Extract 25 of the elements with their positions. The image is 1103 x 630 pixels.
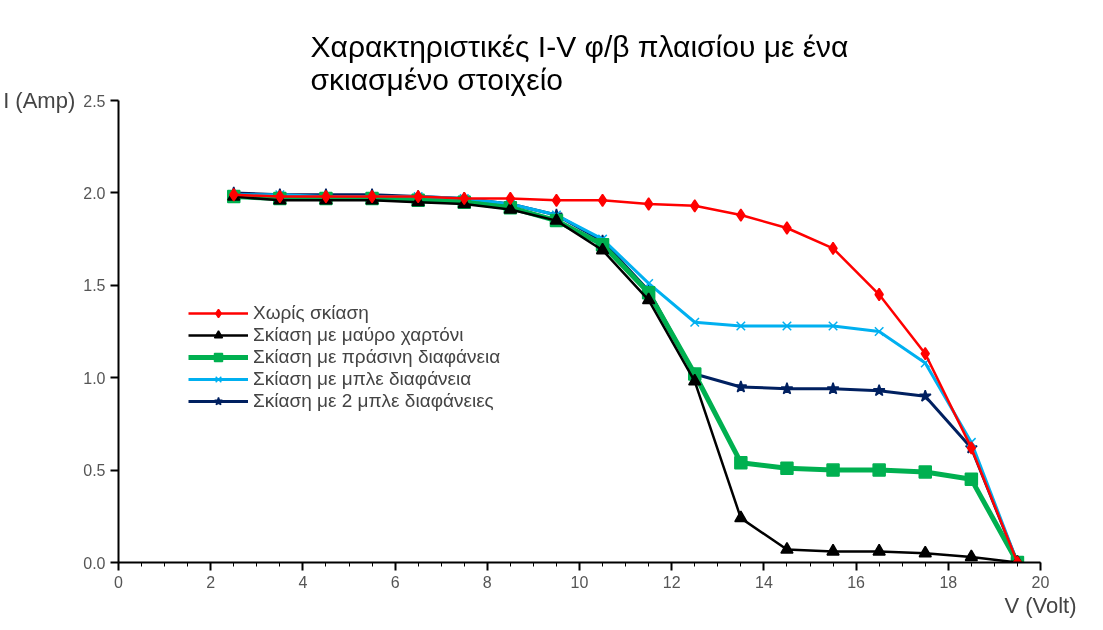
x-tick-label: 10 xyxy=(570,573,589,591)
x-tick-label: 6 xyxy=(390,573,400,591)
x-tick-label: 0 xyxy=(114,573,124,591)
x-tick-label: 2 xyxy=(206,573,216,591)
legend-label: Σκίαση με 2 μπλε διαφάνειες xyxy=(253,390,494,412)
x-tick-label: 20 xyxy=(1031,573,1050,591)
legend-label: Χωρίς σκίαση xyxy=(253,302,369,324)
legend-label: Σκίαση με μαύρο χαρτόνι xyxy=(253,324,464,346)
y-tick-label: 1.0 xyxy=(83,369,106,387)
y-tick-label: 2.0 xyxy=(83,184,106,202)
y-tick-label: 0.5 xyxy=(83,462,106,480)
x-tick-label: 12 xyxy=(662,573,681,591)
x-tick-label: 8 xyxy=(482,573,492,591)
x-tick-label: 18 xyxy=(939,573,958,591)
x-axis-title: V (Volt) xyxy=(1004,592,1077,618)
y-tick-label: 2.5 xyxy=(83,92,106,110)
x-tick-label: 16 xyxy=(847,573,866,591)
x-tick-label: 4 xyxy=(298,573,308,591)
y-tick-label: 0.0 xyxy=(83,554,106,572)
y-axis-title: I (Amp) xyxy=(3,88,76,113)
x-tick-label: 14 xyxy=(755,573,773,591)
legend-label: Σκίαση με μπλε διαφάνεια xyxy=(253,368,472,390)
chart-title: Χαρακτηριστικές I-V φ/β πλαισίου με ένα σκιασμένο στοιχείο xyxy=(310,29,849,96)
legend-label: Σκίαση με πράσινη διαφάνεια xyxy=(253,346,501,368)
y-tick-label: 1.5 xyxy=(83,277,106,295)
